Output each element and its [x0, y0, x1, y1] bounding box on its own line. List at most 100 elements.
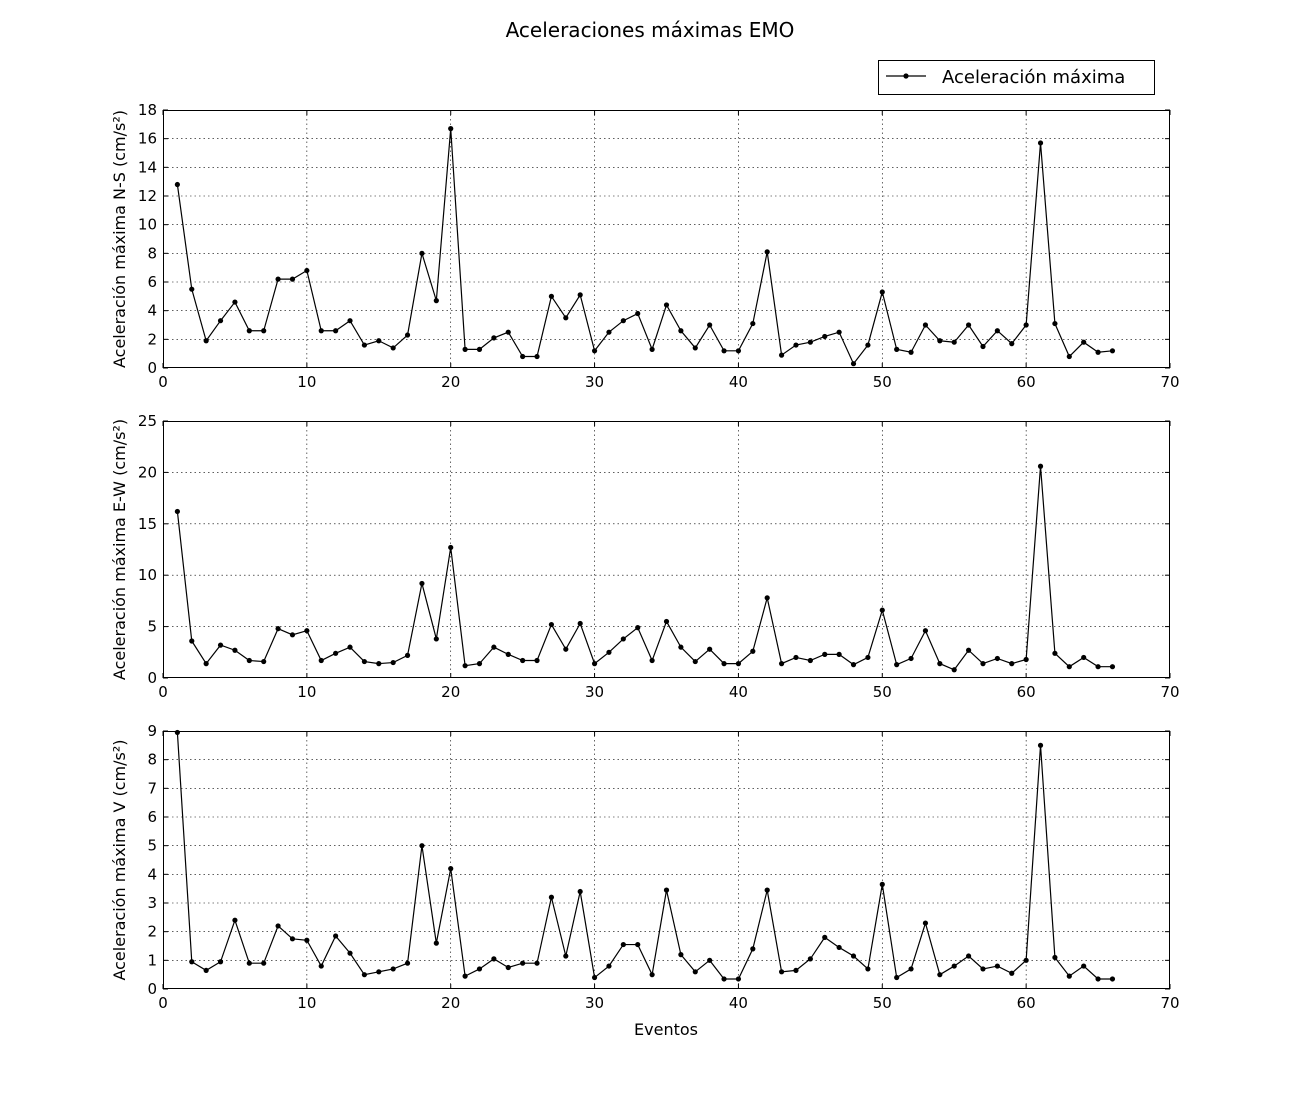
data-point: [1066, 973, 1072, 979]
y-tick-label: 14: [138, 158, 157, 176]
data-point: [922, 628, 929, 634]
data-point: [951, 339, 957, 345]
data-point: [174, 181, 180, 188]
data-point: [275, 923, 281, 929]
y-tick-label: 18: [138, 101, 157, 119]
y-axis-label: Aceleración máxima V (cm/s²): [110, 739, 129, 980]
data-point: [707, 957, 713, 963]
data-point: [1052, 954, 1058, 961]
data-point: [534, 960, 540, 966]
grid: [163, 110, 1170, 368]
x-tick-label: 0: [158, 683, 168, 701]
data-point: [606, 329, 612, 335]
data-point: [261, 328, 267, 334]
y-tick-label: 8: [147, 244, 157, 262]
data-point: [491, 644, 497, 650]
data-point: [203, 967, 209, 973]
data-point: [980, 966, 986, 972]
x-tick-label: 10: [297, 683, 316, 701]
subplot-1: 0 10 20 30 40 50 60 70 0 2 4 6 8 10 12 14 16 18 Aceleració…: [110, 101, 1180, 391]
data-point: [707, 322, 713, 328]
data-point: [304, 267, 310, 274]
data-point: [807, 339, 813, 345]
data-point: [318, 328, 324, 334]
plot-frame: [163, 110, 1170, 368]
data-point: [404, 652, 411, 658]
data-point: [203, 338, 209, 344]
data-point: [246, 960, 252, 966]
x-tick-label: 70: [1160, 994, 1179, 1012]
data-point: [1066, 353, 1072, 360]
data-point: [563, 315, 569, 321]
data-point: [966, 322, 972, 328]
data-point: [390, 659, 396, 666]
data-point: [203, 661, 209, 667]
data-point: [750, 946, 756, 952]
y-tick-label: 16: [138, 130, 157, 148]
data-point: [361, 342, 367, 348]
x-tick-label: 40: [729, 373, 748, 391]
data-point: [548, 894, 555, 900]
data-point: [635, 941, 641, 948]
data-point: [404, 960, 411, 966]
data-point: [318, 963, 324, 969]
plot-frame: [163, 731, 1170, 989]
data-point: [822, 333, 828, 340]
data-point: [850, 953, 857, 959]
data-point: [606, 963, 612, 969]
legend-label: Aceleración máxima: [942, 67, 1125, 88]
data-point: [879, 881, 885, 887]
data-point: [692, 345, 698, 351]
y-tick-label: 4: [147, 302, 157, 320]
data-point: [908, 966, 914, 972]
legend-marker-sample: [903, 73, 909, 79]
data-point: [678, 328, 684, 334]
data-point: [404, 332, 411, 338]
x-tick-label: 20: [441, 994, 460, 1012]
data-point: [1081, 654, 1087, 661]
data-point: [966, 647, 972, 653]
data-point: [1037, 463, 1044, 469]
data-point: [678, 952, 684, 958]
data-point: [721, 348, 727, 354]
y-tick-label: 6: [147, 808, 157, 826]
data-point: [735, 976, 742, 982]
data-point: [850, 361, 857, 367]
data-point: [577, 620, 583, 627]
data-point: [994, 963, 1000, 969]
series-markers: [174, 463, 1116, 673]
data-point: [390, 345, 396, 351]
data-point: [1052, 650, 1058, 656]
data-point: [462, 973, 468, 979]
series-markers: [174, 126, 1116, 367]
data-point: [534, 657, 540, 664]
data-point: [764, 249, 770, 255]
data-point: [764, 595, 770, 601]
x-tick-label: 20: [441, 373, 460, 391]
data-point: [1109, 664, 1116, 670]
data-point: [635, 625, 641, 631]
x-tick-label: 10: [297, 994, 316, 1012]
data-point: [491, 335, 497, 341]
data-point: [865, 342, 871, 348]
data-point: [1052, 320, 1058, 327]
y-tick-label: 0: [147, 359, 157, 377]
data-point: [246, 657, 252, 664]
data-point: [347, 318, 353, 324]
data-point: [994, 655, 1000, 662]
series-markers: [174, 729, 1116, 982]
data-point: [721, 661, 727, 667]
data-point: [189, 638, 195, 644]
plot-frame: [163, 421, 1170, 678]
data-point: [778, 352, 785, 358]
data-point: [908, 349, 914, 355]
data-point: [433, 636, 439, 642]
y-tick-label: 2: [147, 330, 157, 348]
data-point: [764, 887, 770, 893]
y-tick-label: 5: [147, 837, 157, 855]
y-tick-label: 4: [147, 865, 157, 883]
y-tick-label: 1: [147, 951, 157, 969]
data-point: [822, 934, 828, 941]
data-point: [750, 648, 756, 654]
data-point: [635, 310, 641, 317]
